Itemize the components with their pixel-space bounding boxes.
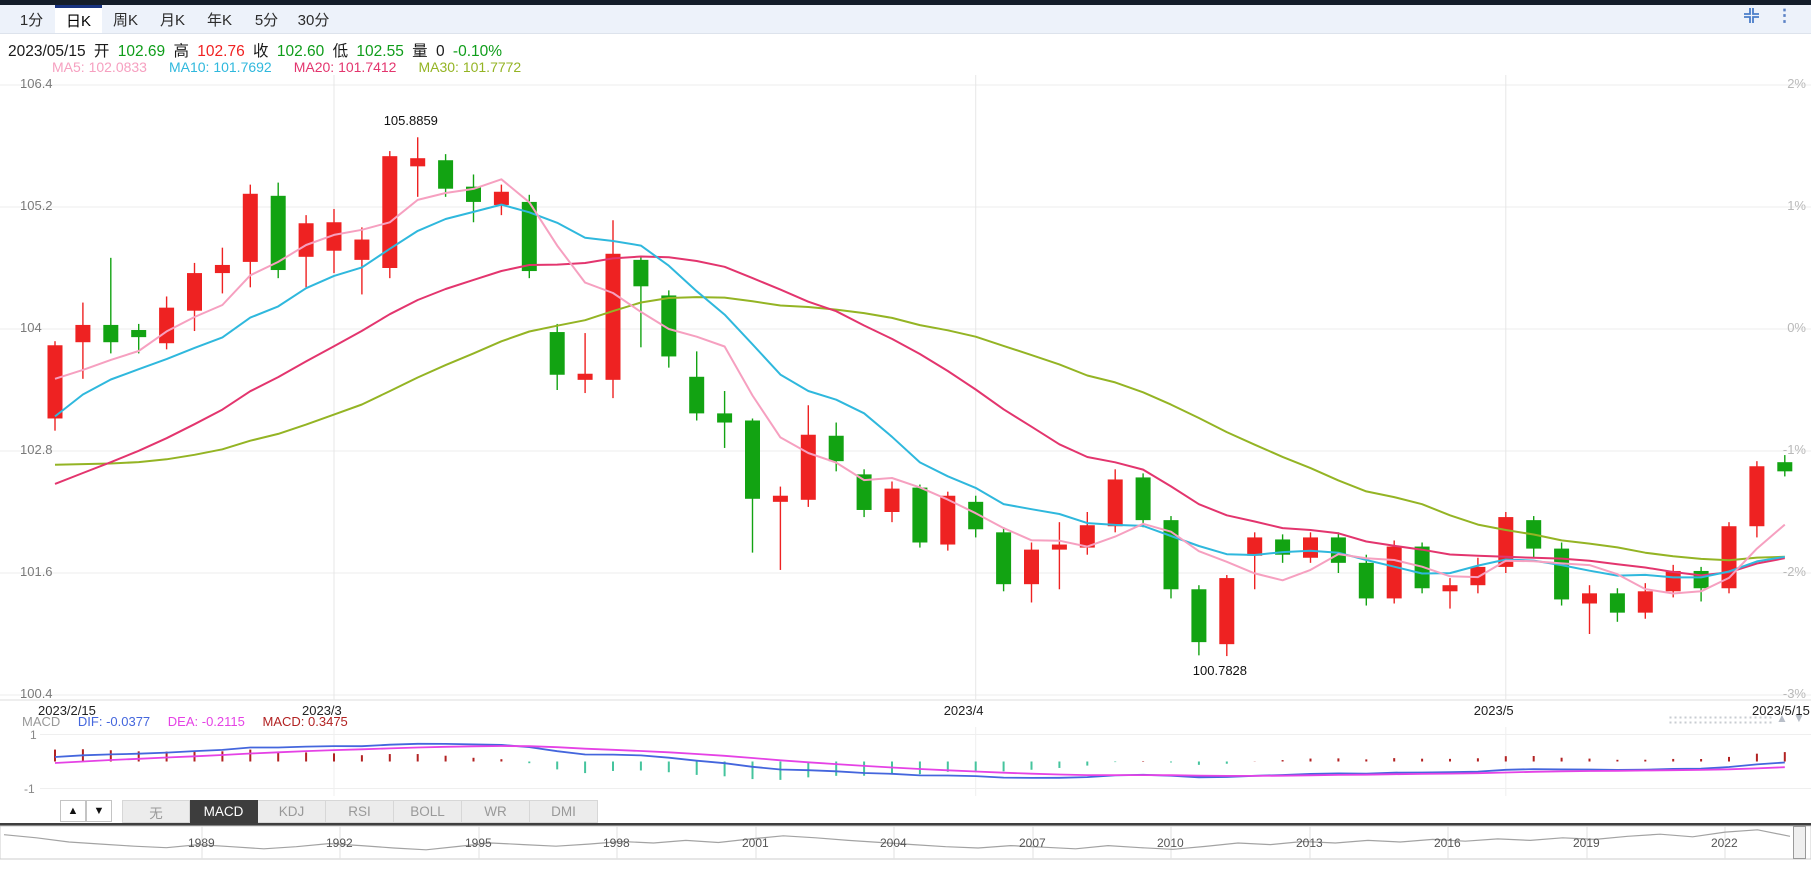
price-tick: 100.4 xyxy=(20,686,53,701)
ma-legend: MA5: 102.0833 MA10: 101.7692 MA20: 101.741… xyxy=(52,59,543,75)
indicator-tab-MACD[interactable]: MACD xyxy=(190,800,258,823)
navigator-year: 2019 xyxy=(1573,836,1600,850)
open-label: 开 xyxy=(93,43,110,60)
price-tick: 101.6 xyxy=(20,564,53,579)
price-tick: 104 xyxy=(20,320,42,335)
navigator-year: 2016 xyxy=(1434,836,1461,850)
tab-年K[interactable]: 年K xyxy=(206,11,232,29)
dea-value: DEA: -0.2115 xyxy=(167,714,245,729)
navigator-scroll-thumb[interactable] xyxy=(1793,826,1806,859)
indicator-tab-KDJ[interactable]: KDJ xyxy=(258,800,326,823)
ma10-legend: MA10: 101.7692 xyxy=(168,59,272,75)
period-tab-bar: 1分 日K 周K 月K 年K 5分 30分 xyxy=(0,5,1811,34)
pct-tick: 2% xyxy=(1787,76,1806,91)
indicator-tab-RSI[interactable]: RSI xyxy=(326,800,394,823)
dif-value: DIF: -0.0377 xyxy=(77,714,151,729)
navigator-year: 2007 xyxy=(1019,836,1046,850)
pct-tick: -2% xyxy=(1782,564,1806,579)
pct-tick: 0% xyxy=(1787,320,1806,335)
navigator-year: 2001 xyxy=(742,836,769,850)
date-tick: 2023/5 xyxy=(1473,703,1514,718)
date-tick: 2023/4 xyxy=(943,703,984,718)
tab-5分[interactable]: 5分 xyxy=(254,11,279,29)
volume-value: 0 xyxy=(435,43,445,60)
history-navigator[interactable] xyxy=(0,822,1811,862)
navigator-year: 1989 xyxy=(188,836,215,850)
annotation-high: 105.8859 xyxy=(383,113,438,129)
macd-chart[interactable] xyxy=(0,727,1811,796)
navigator-year: 2022 xyxy=(1711,836,1738,850)
collapse-icon[interactable] xyxy=(1743,7,1760,24)
ma30-legend: MA30: 101.7772 xyxy=(418,59,522,75)
indicator-tab-WR[interactable]: WR xyxy=(462,800,530,823)
price-tick: 105.2 xyxy=(20,198,53,213)
tab-1分[interactable]: 1分 xyxy=(19,11,44,29)
navigator-year: 1998 xyxy=(603,836,630,850)
macd-tick: 1 xyxy=(30,727,37,742)
close-label: 收 xyxy=(253,43,269,60)
toolbar-icons: ⋮ xyxy=(1743,7,1793,24)
pct-tick: -3% xyxy=(1782,686,1806,701)
pager-drag-dots[interactable] xyxy=(1668,715,1772,725)
price-tick: 102.8 xyxy=(20,442,53,457)
tab-30分[interactable]: 30分 xyxy=(297,11,330,29)
navigator-year: 2010 xyxy=(1157,836,1184,850)
navigator-year: 2004 xyxy=(880,836,907,850)
low-value: 102.55 xyxy=(356,43,404,60)
navigator-year: 2013 xyxy=(1296,836,1323,850)
quote-row: 2023/05/15 开 102.69 高 102.76 收 102.60 低 … xyxy=(8,39,506,61)
indicator-tab-无[interactable]: 无 xyxy=(122,800,190,823)
pager-up-icon[interactable]: ▲ xyxy=(1776,711,1788,725)
top-strip xyxy=(0,0,1811,5)
annotation-low: 100.7828 xyxy=(1192,663,1248,679)
volume-label: 量 xyxy=(412,43,428,60)
indicator-tab-BOLL[interactable]: BOLL xyxy=(394,800,462,823)
quote-date: 2023/05/15 xyxy=(8,43,86,60)
indicator-tab-DMI[interactable]: DMI xyxy=(530,800,598,823)
pct-tick: -1% xyxy=(1782,442,1806,457)
high-value: 102.76 xyxy=(197,43,245,60)
macd-value: MACD: 0.3475 xyxy=(262,714,348,729)
change-pct: -0.10% xyxy=(452,43,503,60)
macd-pane-label: MACD xyxy=(22,714,61,729)
ma5-legend: MA5: 102.0833 xyxy=(52,59,147,75)
tab-周K[interactable]: 周K xyxy=(112,11,138,29)
more-menu-icon[interactable]: ⋮ xyxy=(1776,5,1793,25)
ma20-legend: MA20: 101.7412 xyxy=(293,59,397,75)
price-chart[interactable] xyxy=(0,75,1811,701)
indicator-down-button[interactable]: ▼ xyxy=(86,800,112,822)
pager-down-icon[interactable]: ▼ xyxy=(1793,711,1805,725)
close-value: 102.60 xyxy=(276,43,325,60)
tab-日K[interactable]: 日K xyxy=(55,5,102,33)
date-tick: 2023/3 xyxy=(302,703,342,718)
macd-tick: -1 xyxy=(24,781,35,796)
pct-tick: 1% xyxy=(1787,198,1806,213)
low-label: 低 xyxy=(332,43,349,60)
high-label: 高 xyxy=(173,43,189,60)
navigator-year: 1995 xyxy=(465,836,492,850)
indicator-up-button[interactable]: ▲ xyxy=(60,800,86,822)
tab-月K[interactable]: 月K xyxy=(159,11,185,29)
macd-legend: MACD DIF: -0.0377 DEA: -0.2115 MACD: 0.3… xyxy=(22,714,362,729)
open-value: 102.69 xyxy=(117,43,166,60)
date-tick: 2023/5/15 xyxy=(1752,703,1810,718)
navigator-year: 1992 xyxy=(326,836,353,850)
date-tick: 2023/2/15 xyxy=(38,703,96,718)
price-tick: 106.4 xyxy=(20,76,53,91)
